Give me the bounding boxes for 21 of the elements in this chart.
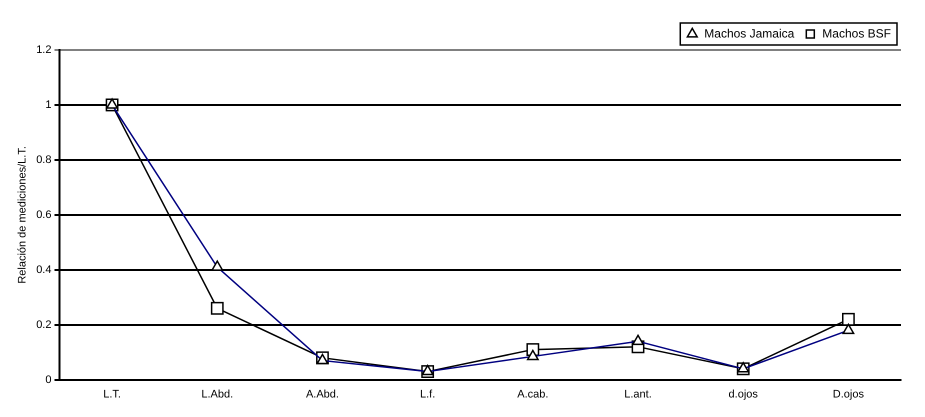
point [842, 312, 855, 326]
y-tick-label: 1 [45, 99, 52, 111]
y-tick-label: 1.2 [36, 44, 52, 56]
x-tick-label: L.f. [420, 388, 436, 400]
y-tick-label: 0.6 [36, 208, 52, 221]
y-tick-label: 0.2 [36, 318, 52, 331]
x-tick-label: L.T. [103, 388, 121, 400]
point [422, 364, 434, 376]
x-tick-label: A.cab. [517, 388, 548, 400]
point [210, 302, 224, 315]
legend-label: Machos Jamaica [704, 26, 795, 40]
x-tick-label: L.ant. [624, 388, 652, 400]
legend-label: Machos BSF [822, 26, 892, 40]
x-tick-label: A.Abd. [306, 388, 339, 400]
y-tick-label: 0.4 [36, 264, 52, 276]
x-tick-label: D.ojos [832, 388, 864, 400]
x-tick-label: d.ojos [728, 388, 758, 400]
y-axis-title: Relación de mediciones/L.T. [16, 146, 29, 284]
y-tick-label: 0.8 [36, 154, 52, 166]
y-tick-label: 0 [45, 374, 52, 386]
x-tick-label: L.Abd. [201, 388, 234, 400]
